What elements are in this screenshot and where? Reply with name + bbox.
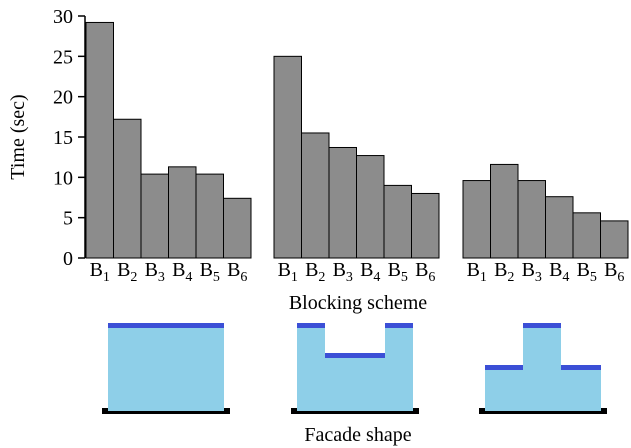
bar: [572, 212, 601, 259]
facade-body: [297, 325, 413, 411]
x-tick-label: B1: [278, 259, 298, 285]
x-tick-label: B3: [145, 259, 165, 285]
x-tick-label: B6: [604, 259, 624, 285]
facade-roof-segment: [108, 323, 224, 328]
x-axis-label: Blocking scheme: [289, 292, 427, 314]
facade-body: [108, 325, 224, 411]
bar: [328, 146, 357, 259]
bar: [140, 173, 169, 259]
y-tick-label: 15: [53, 127, 73, 149]
y-tick-label: 5: [63, 208, 73, 230]
x-tick-label: B5: [577, 259, 597, 285]
y-tick-label: 25: [53, 46, 73, 68]
bar: [411, 192, 440, 259]
bar: [383, 184, 412, 259]
bar: [273, 55, 302, 259]
x-tick-label: B4: [360, 259, 380, 285]
bar: [600, 220, 629, 259]
bar: [168, 166, 197, 259]
facade-roof-segment: [523, 323, 561, 328]
bar: [490, 163, 519, 259]
x-tick-label: B1: [90, 259, 110, 285]
bars: [85, 21, 629, 259]
bar: [113, 118, 142, 259]
facade-shape-label: Facade shape: [304, 424, 411, 446]
x-tick-label: B2: [117, 259, 137, 285]
y-tick-label: 20: [53, 87, 73, 109]
facade-roof-segment: [325, 353, 385, 358]
x-tick-label: B2: [305, 259, 325, 285]
facade-roof-segment: [485, 365, 523, 370]
x-tick-label: B3: [522, 259, 542, 285]
facade-roof-segment: [297, 323, 325, 328]
x-tick-label: B6: [227, 259, 247, 285]
bar: [195, 173, 224, 259]
y-axis-label: Time (sec): [7, 94, 29, 179]
bar: [545, 196, 574, 259]
y-tick-label: 0: [63, 248, 73, 270]
bar: [85, 21, 114, 259]
bar: [301, 132, 330, 259]
bar: [356, 155, 385, 259]
facade-u-shape: [291, 323, 419, 414]
facade-flat: [102, 323, 230, 414]
x-tick-label: B1: [467, 259, 487, 285]
x-tick-label: B5: [200, 259, 220, 285]
x-tick-labels: B1 B2 B3 B4 B5 B6 B1 B2 B3 B4 B5 B6 B1 B2 B3 B4 B5 B6: [90, 259, 625, 285]
y-tick-label: 30: [53, 6, 73, 28]
facade-raised-center: [479, 323, 607, 414]
facade-roof-segment: [385, 323, 413, 328]
facade-body: [485, 325, 601, 411]
facade-roof-segment: [561, 365, 601, 370]
bar: [462, 180, 491, 259]
x-tick-label: B2: [494, 259, 514, 285]
facade-shapes: [102, 323, 607, 414]
y-tick-label: 10: [53, 167, 73, 189]
x-tick-label: B4: [549, 259, 569, 285]
x-tick-label: B3: [333, 259, 353, 285]
bar: [223, 197, 252, 259]
bar: [517, 180, 546, 259]
y-axis: 0 5 10 15 20 25 30: [53, 6, 86, 270]
x-tick-label: B4: [172, 259, 192, 285]
x-tick-label: B6: [415, 259, 435, 285]
x-tick-label: B5: [388, 259, 408, 285]
